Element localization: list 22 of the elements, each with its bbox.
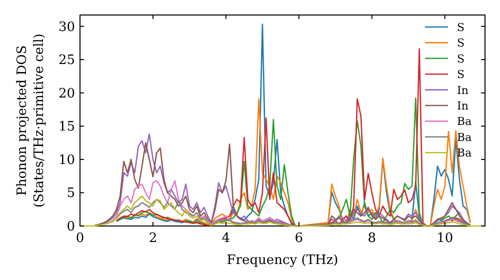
legend-label: S	[457, 68, 465, 82]
legend-label: S	[457, 52, 465, 66]
x-tick-label: 6	[294, 231, 304, 246]
y-tick-label: 5	[66, 186, 75, 202]
x-tick-label: 2	[148, 231, 158, 246]
y-tick-label: 25	[58, 53, 75, 68]
y-tick-label: 30	[58, 20, 75, 35]
y-tick-label: 10	[58, 152, 75, 168]
y-tick-label: 20	[58, 86, 75, 102]
legend-label: S	[457, 36, 465, 50]
y-tick-label: 15	[58, 120, 75, 135]
legend-label: In	[457, 100, 468, 112]
x-axis-title: Frequency (THz)	[226, 253, 338, 268]
legend-label: Ba	[457, 130, 472, 144]
x-tick-label: 4	[222, 231, 230, 246]
y-tick-label: 0	[66, 220, 75, 234]
x-tick-label: 8	[368, 231, 376, 246]
x-tick-label: 10	[436, 231, 454, 246]
legend-label: Ba	[457, 115, 472, 128]
legend-label: In	[457, 84, 468, 97]
y-axis-title: Phonon projected DOS (States/THz·primitive cell)	[15, 33, 47, 208]
legend-label: S	[457, 21, 465, 34]
